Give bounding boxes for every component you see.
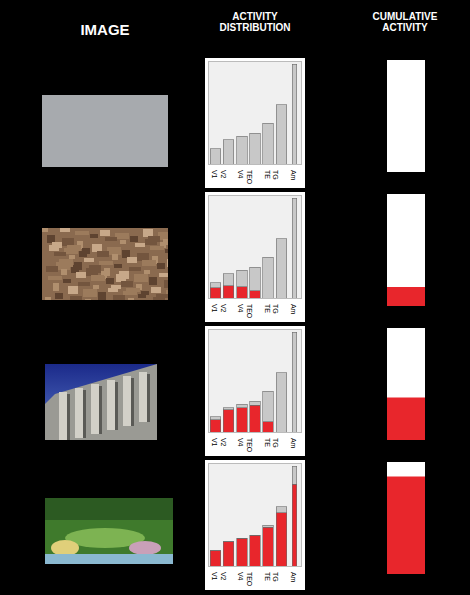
html-text:CUMULATIVE ACTIVITY: CUMULATIVE ACTIVITY: [372, 11, 438, 33]
svg-text:TEO: TEO: [246, 438, 253, 453]
svg-text:V1: V1: [211, 170, 218, 179]
svg-text:TEO: TEO: [246, 304, 253, 319]
svg-text:V1: V1: [211, 572, 218, 581]
svg-text:Am: Am: [290, 572, 297, 583]
html-text:ACTIVITY DISTRIBUTION: ACTIVITY DISTRIBUTION: [219, 11, 291, 33]
svg-text:TG: TG: [272, 572, 279, 582]
html-text:IMAGE: IMAGE: [80, 21, 130, 38]
svg-text:V4: V4: [237, 438, 244, 447]
svg-text:V1: V1: [211, 438, 218, 447]
svg-text:TE: TE: [264, 304, 271, 313]
svg-text:V2: V2: [220, 572, 227, 581]
svg-text:Am: Am: [290, 170, 297, 181]
svg-text:TG: TG: [272, 438, 279, 448]
svg-text:TEO: TEO: [246, 170, 253, 185]
svg-text:V2: V2: [220, 438, 227, 447]
svg-text:Am: Am: [290, 438, 297, 449]
svg-text:V4: V4: [237, 572, 244, 581]
svg-text:TG: TG: [272, 170, 279, 180]
svg-text:V1: V1: [211, 304, 218, 313]
svg-text:TG: TG: [272, 304, 279, 314]
svg-text:TEO: TEO: [246, 572, 253, 587]
svg-text:V2: V2: [220, 304, 227, 313]
svg-text:TE: TE: [264, 572, 271, 581]
svg-text:TE: TE: [264, 170, 271, 179]
svg-text:V2: V2: [220, 170, 227, 179]
svg-text:V4: V4: [237, 170, 244, 179]
svg-text:TE: TE: [264, 438, 271, 447]
svg-text:V4: V4: [237, 304, 244, 313]
svg-text:Am: Am: [290, 304, 297, 315]
